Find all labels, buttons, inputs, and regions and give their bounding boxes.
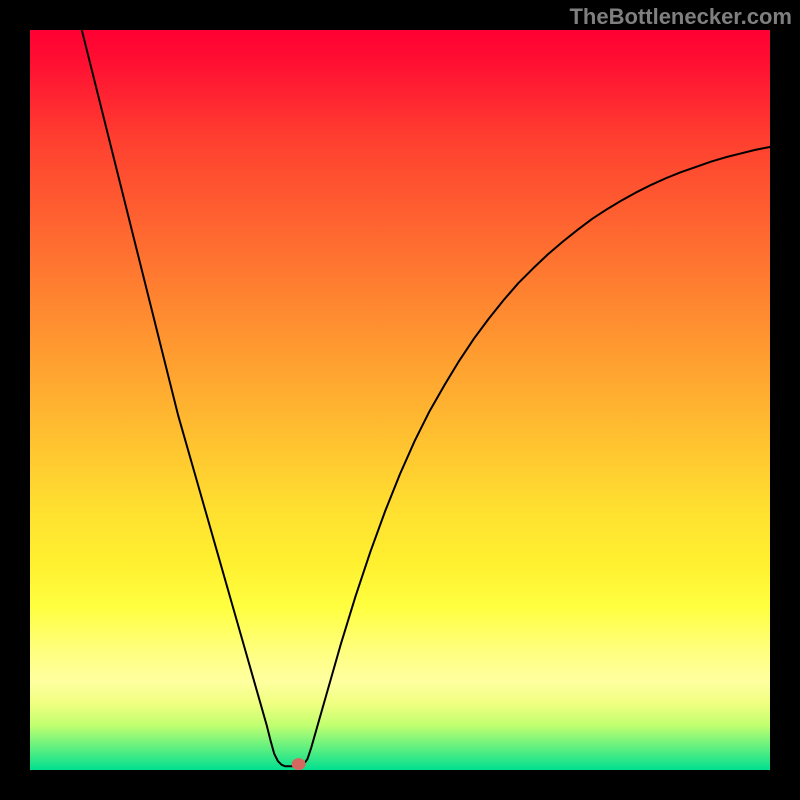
chart-container: TheBottlenecker.com <box>0 0 800 800</box>
optimal-point-marker <box>292 758 306 770</box>
bottleneck-chart <box>0 0 800 800</box>
chart-gradient-background <box>30 30 770 770</box>
watermark-text: TheBottlenecker.com <box>569 4 792 30</box>
